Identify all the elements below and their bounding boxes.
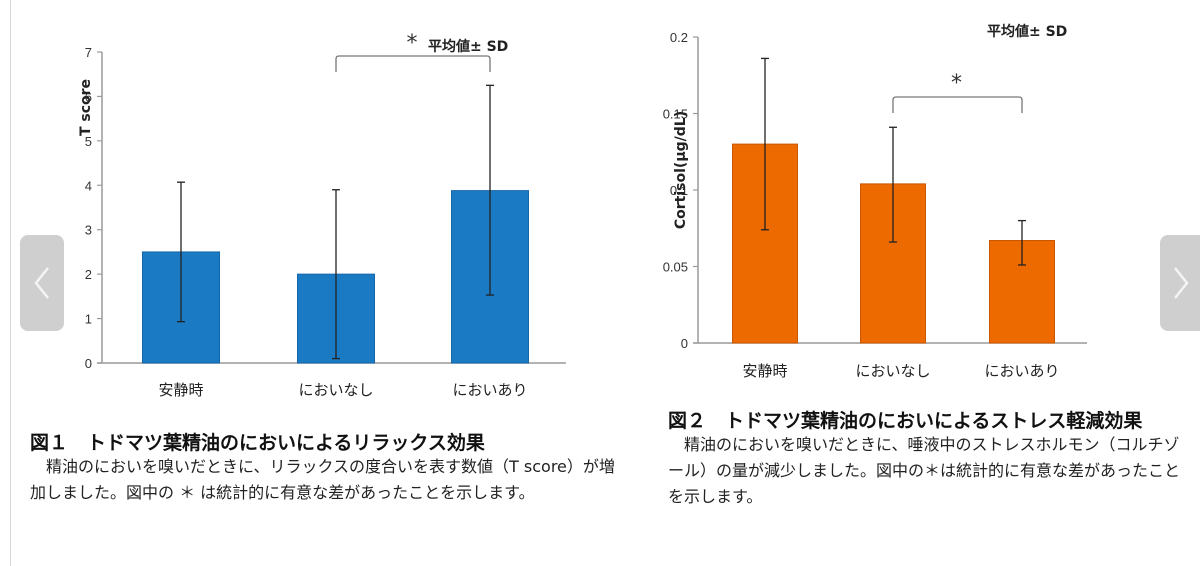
y-tick-label: 6: [85, 89, 92, 104]
chevron-right-icon: [1174, 267, 1189, 299]
figure2-caption-title: 図２ トドマツ葉精油のにおいによるストレス軽減効果: [668, 410, 1143, 432]
y-tick-label: 7: [85, 45, 92, 60]
x-tick-label: 安静時: [742, 362, 787, 380]
figure1-caption-body: 精油のにおいを嗅いだときに、リラックスの度合いを表す数値（T score）が増加…: [30, 457, 615, 502]
y-tick-label: 5: [85, 134, 92, 149]
chart-cortisol: 0 0.05 0.1 0.15 0.2 Cortisol(μg/dL) 安静時 においなし にお…: [663, 23, 1087, 380]
significance-marker: *: [407, 31, 418, 56]
figure2-caption: 図２ トドマツ葉精油のにおいによるストレス軽減効果 精油のにおいを嗅いだときに、…: [668, 410, 1193, 510]
next-slide-button[interactable]: [1160, 235, 1200, 331]
y-tick-label: 2: [85, 267, 92, 282]
y-tick-label: 4: [85, 178, 92, 193]
y-tick-label: 0.15: [663, 107, 688, 122]
mean-sd-annotation: 平均値± SD: [987, 23, 1067, 40]
chevron-left-icon: [34, 267, 49, 299]
figure1-caption: 図１ トドマツ葉精油のにおいによるリラックス効果 精油のにおいを嗅いだときに、リ…: [30, 432, 620, 506]
x-tick-label: においなし: [298, 381, 373, 399]
x-tick-label: においあり: [984, 362, 1059, 380]
x-tick-label: 安静時: [158, 381, 203, 399]
y-tick-label: 3: [85, 223, 92, 238]
prev-slide-button[interactable]: [20, 235, 64, 331]
y-tick-label: 0: [681, 336, 688, 351]
y-tick-label: 0: [85, 356, 92, 371]
y-axis-title: T score: [78, 79, 94, 136]
chart-t-score: 0 1 2 3 4 5 6 7 T score 安静時 においなし においあり * 平均値± SD: [78, 31, 566, 399]
x-tick-label: においなし: [855, 362, 930, 380]
page-left-border: [10, 0, 11, 566]
y-axis-title: Cortisol(μg/dL): [673, 111, 689, 229]
significance-bracket: [335, 55, 491, 72]
y-tick-label: 0.05: [663, 260, 688, 275]
y-tick-label: 1: [85, 312, 92, 327]
mean-sd-annotation: 平均値± SD: [428, 38, 508, 55]
x-tick-label: においあり: [452, 381, 527, 399]
significance-bracket: [892, 96, 1023, 113]
figure2-caption-body: 精油のにおいを嗅いだときに、唾液中のストレスホルモン（コルチゾール）の量が減少し…: [668, 435, 1181, 506]
significance-marker: *: [951, 71, 962, 96]
y-tick-label: 0.1: [670, 183, 688, 198]
figure1-caption-title: 図１ トドマツ葉精油のにおいによるリラックス効果: [30, 432, 485, 454]
y-tick-label: 0.2: [670, 30, 688, 45]
